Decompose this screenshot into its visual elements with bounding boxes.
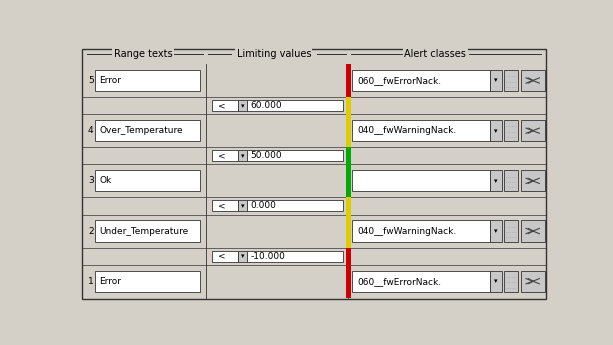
Bar <box>94 70 200 91</box>
Bar <box>352 270 490 292</box>
Bar <box>490 170 502 191</box>
Bar <box>504 170 519 191</box>
Text: 60.000: 60.000 <box>251 101 282 110</box>
Bar <box>212 251 238 262</box>
Bar <box>504 220 519 242</box>
Text: ▾: ▾ <box>241 253 244 259</box>
Bar <box>490 220 502 242</box>
Text: ▾: ▾ <box>494 128 498 134</box>
Bar <box>352 220 490 242</box>
Bar <box>94 270 200 292</box>
Text: <: < <box>218 151 226 160</box>
Bar <box>521 170 544 191</box>
Text: 50.000: 50.000 <box>251 151 282 160</box>
Bar <box>246 100 343 111</box>
Text: <: < <box>218 252 226 260</box>
Text: ▾: ▾ <box>241 153 244 159</box>
Bar <box>246 150 343 161</box>
Bar <box>246 200 343 211</box>
Text: Range texts: Range texts <box>114 49 172 59</box>
Bar <box>346 197 351 215</box>
Text: <: < <box>218 201 226 210</box>
Text: ▾: ▾ <box>494 228 498 234</box>
Bar <box>346 114 351 147</box>
Text: Alert classes: Alert classes <box>405 49 466 59</box>
Bar <box>352 70 490 91</box>
Text: Over_Temperature: Over_Temperature <box>99 126 183 135</box>
Text: 5: 5 <box>88 76 94 85</box>
Text: ▾: ▾ <box>494 178 498 184</box>
Bar <box>504 120 519 141</box>
Bar <box>346 97 351 114</box>
Bar <box>346 147 351 164</box>
Bar <box>212 150 238 161</box>
Text: Limiting values: Limiting values <box>237 49 311 59</box>
Text: 060__fwErrorNack.: 060__fwErrorNack. <box>357 76 441 85</box>
Bar <box>490 120 502 141</box>
Text: 1: 1 <box>88 277 94 286</box>
Text: 040__fwWarningNack.: 040__fwWarningNack. <box>357 126 456 135</box>
Text: 040__fwWarningNack.: 040__fwWarningNack. <box>357 227 456 236</box>
Bar <box>238 251 246 262</box>
Bar <box>521 70 544 91</box>
Text: Error: Error <box>99 76 121 85</box>
Bar <box>521 120 544 141</box>
Bar <box>238 200 246 211</box>
Text: 0.000: 0.000 <box>251 201 276 210</box>
Bar <box>346 64 351 97</box>
Bar <box>346 265 351 298</box>
Text: ▾: ▾ <box>241 203 244 209</box>
Text: -10.000: -10.000 <box>251 252 286 260</box>
Text: ▾: ▾ <box>241 102 244 109</box>
Bar <box>94 220 200 242</box>
Bar <box>352 170 490 191</box>
Bar <box>246 251 343 262</box>
Text: 4: 4 <box>88 126 94 135</box>
Bar <box>212 200 238 211</box>
Text: ▾: ▾ <box>494 78 498 83</box>
Bar <box>490 70 502 91</box>
Bar <box>94 120 200 141</box>
Bar <box>238 100 246 111</box>
Text: 3: 3 <box>88 176 94 185</box>
Bar <box>212 100 238 111</box>
Text: 2: 2 <box>88 227 94 236</box>
Bar <box>490 270 502 292</box>
Bar <box>346 215 351 248</box>
Bar <box>521 220 544 242</box>
Text: 060__fwErrorNack.: 060__fwErrorNack. <box>357 277 441 286</box>
Text: ▾: ▾ <box>494 278 498 284</box>
Bar <box>94 170 200 191</box>
Text: Ok: Ok <box>99 176 112 185</box>
Text: Under_Temperature: Under_Temperature <box>99 227 189 236</box>
Bar <box>352 120 490 141</box>
Text: Error: Error <box>99 277 121 286</box>
Bar <box>504 270 519 292</box>
Bar <box>504 70 519 91</box>
Bar <box>238 150 246 161</box>
Bar <box>346 164 351 197</box>
Bar <box>346 248 351 265</box>
Text: <: < <box>218 101 226 110</box>
Bar <box>521 270 544 292</box>
